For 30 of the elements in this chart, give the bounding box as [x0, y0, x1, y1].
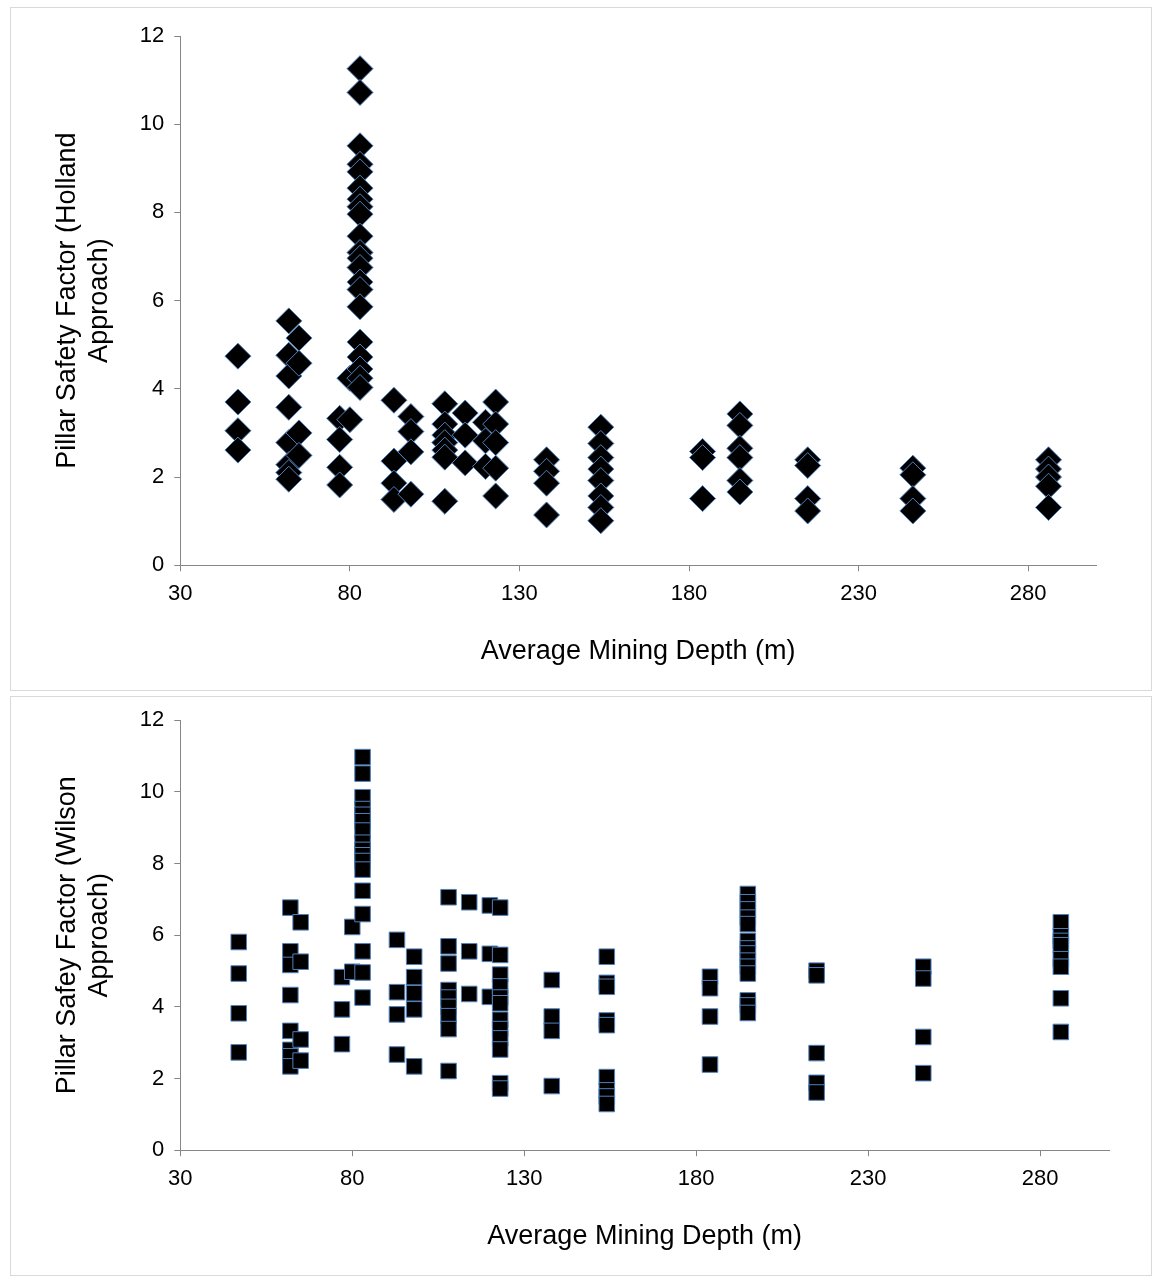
y-tick-label: 2 [152, 463, 165, 489]
y-tick-label: 4 [152, 374, 165, 400]
y-tick-label: 12 [139, 706, 165, 732]
y-tick-label: 8 [152, 849, 165, 875]
x-axis-title: Average Mining Depth (m) [487, 1220, 802, 1251]
x-tick-label: 30 [168, 1165, 193, 1191]
x-tick-label: 230 [849, 1165, 887, 1191]
x-tick-label: 130 [505, 1165, 543, 1191]
y-axis-title: Pillar Safey Factor (Wilson Approach) [50, 776, 114, 1095]
x-axis-title: Average Mining Depth (m) [480, 635, 796, 666]
x-tick-label: 130 [501, 580, 538, 606]
x-tick-label: 230 [840, 580, 877, 606]
x-tick-label: 180 [670, 580, 708, 606]
y-tick-label: 4 [152, 992, 165, 1018]
y-tick-label: 0 [152, 551, 165, 577]
x-tick-label: 30 [168, 580, 193, 606]
y-tick-label: 10 [139, 777, 165, 803]
x-tick-label: 80 [340, 1165, 365, 1191]
y-tick-label: 12 [139, 22, 165, 48]
x-tick-label: 80 [337, 580, 363, 606]
y-tick-label: 6 [152, 286, 165, 312]
y-tick-label: 10 [139, 110, 165, 136]
y-axis-title: Pillar Safety Factor (Holland Approach) [50, 132, 114, 469]
y-tick-label: 0 [152, 1136, 165, 1162]
y-tick-label: 6 [152, 921, 165, 947]
x-tick-label: 280 [1009, 580, 1047, 606]
y-tick-label: 8 [152, 198, 165, 224]
x-tick-label: 180 [677, 1165, 715, 1191]
y-tick-label: 2 [152, 1064, 165, 1090]
x-tick-label: 280 [1021, 1165, 1059, 1191]
